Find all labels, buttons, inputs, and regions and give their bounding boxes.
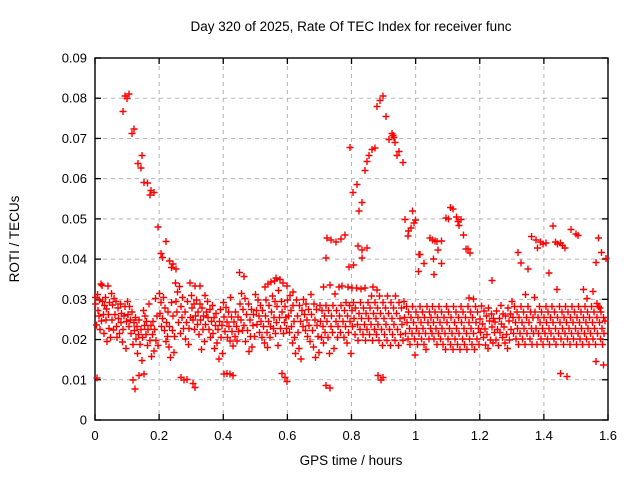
y-tick-label: 0.04 — [62, 252, 87, 267]
x-tick-label: 0.6 — [278, 428, 296, 443]
y-tick-label: 0.07 — [62, 131, 87, 146]
x-tick-label: 1.4 — [535, 428, 553, 443]
y-tick-label: 0.08 — [62, 91, 87, 106]
x-tick-label: 0.2 — [150, 428, 168, 443]
plot-border — [94, 57, 609, 421]
plot-border-rect — [94, 57, 609, 421]
y-tick-label: 0 — [80, 413, 87, 428]
y-tick-label: 0.05 — [62, 211, 87, 226]
y-tick-label: 0.01 — [62, 372, 87, 387]
x-tick-label: 0.4 — [214, 428, 232, 443]
scatter-points-ROTI — [92, 90, 610, 393]
y-tick-label: 0.03 — [62, 292, 87, 307]
data-points — [92, 90, 610, 393]
chart-title: Day 320 of 2025, Rate Of TEC Index for r… — [191, 19, 512, 34]
x-tick-label: 0.8 — [342, 428, 360, 443]
x-tick-label: 1.2 — [471, 428, 489, 443]
y-tick-label: 0.02 — [62, 332, 87, 347]
x-tick-label: 0 — [91, 428, 98, 443]
x-tick-labels: 0 0.2 0.4 0.6 0.8 1 1.2 1.4 1.6 — [91, 428, 617, 443]
y-tick-label: 0.09 — [62, 51, 87, 66]
x-axis-label: GPS time / hours — [300, 453, 403, 468]
y-tick-label: 0.06 — [62, 171, 87, 186]
x-tick-label: 1.6 — [599, 428, 617, 443]
y-tick-labels: 0 0.01 0.02 0.03 0.04 0.05 0.06 0.07 0.08 0.09 — [62, 51, 87, 428]
y-axis-label: ROTI / TECUs — [7, 195, 22, 282]
x-tick-label: 1 — [412, 428, 419, 443]
